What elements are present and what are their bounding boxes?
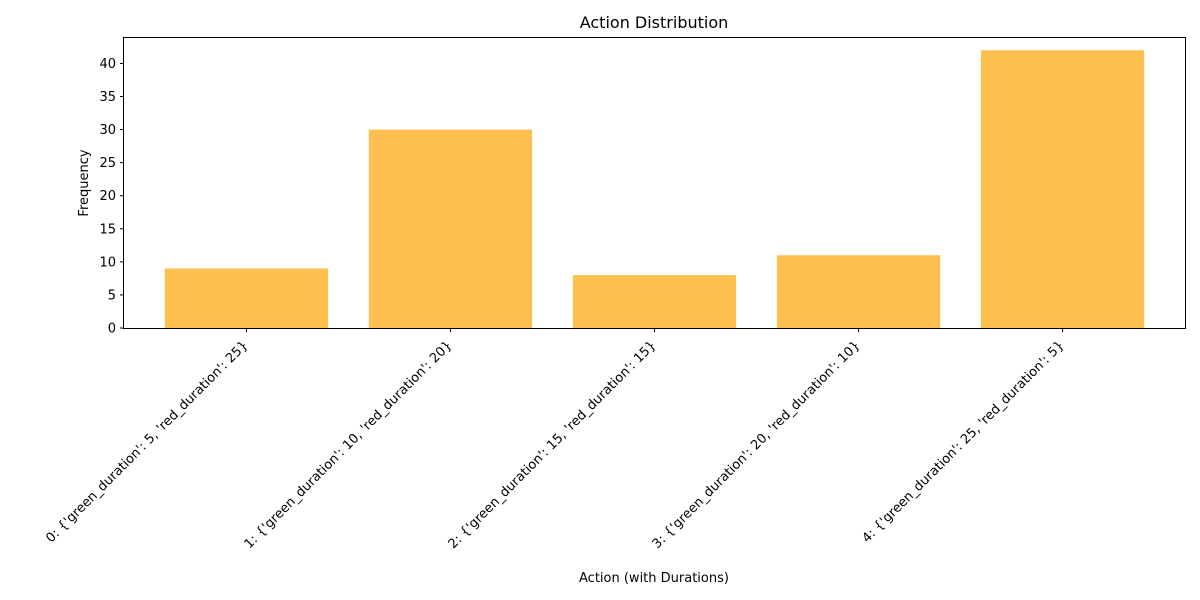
x-tick-label: 0: {'green_duration': 5, 'red_duration':… — [43, 338, 251, 546]
x-axis-label: Action (with Durations) — [579, 571, 729, 586]
x-tick-label: 1: {'green_duration': 10, 'red_duration'… — [242, 338, 456, 552]
y-tick-label: 10 — [99, 255, 116, 270]
plot-area-frame — [123, 37, 1186, 329]
y-axis-label: Frequency — [77, 149, 92, 216]
y-tick-label: 25 — [99, 156, 116, 171]
y-tick-label: 40 — [99, 57, 116, 72]
y-tick-label: 15 — [99, 222, 116, 237]
x-axis-ticks: 0: {'green_duration': 5, 'red_duration':… — [43, 328, 1067, 552]
y-tick-label: 20 — [99, 189, 116, 204]
x-tick-label: 2: {'green_duration': 15, 'red_duration'… — [446, 338, 660, 552]
y-tick-label: 30 — [99, 123, 116, 138]
y-axis-ticks: 0 5 10 15 20 25 30 35 40 — [99, 57, 124, 337]
bar-0 — [164, 268, 329, 328]
bars-group — [164, 50, 1145, 328]
x-tick-label: 3: {'green_duration': 20, 'red_duration'… — [650, 338, 864, 552]
bar-3 — [776, 255, 941, 328]
y-tick-label: 0 — [108, 322, 116, 337]
x-tick-label: 4: {'green_duration': 25, 'red_duration'… — [860, 338, 1068, 546]
bar-4 — [980, 50, 1145, 328]
y-tick-label: 35 — [99, 90, 116, 105]
bar-1 — [368, 129, 533, 328]
y-tick-label: 5 — [108, 288, 116, 303]
bar-2 — [572, 275, 737, 328]
chart-title: Action Distribution — [580, 13, 729, 32]
